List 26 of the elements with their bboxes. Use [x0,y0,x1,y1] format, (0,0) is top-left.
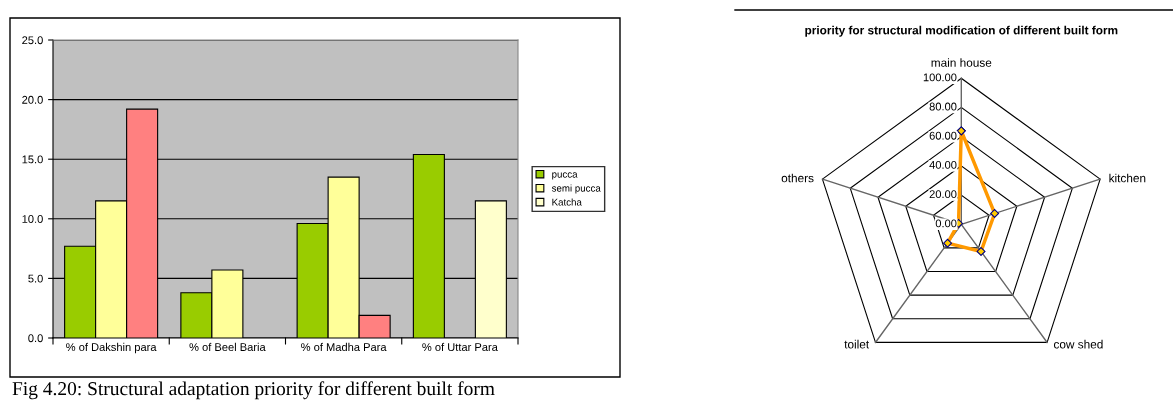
y-tick-label: 20.0 [22,95,43,104]
x-tick-label: % of Beel Baria [189,342,266,352]
y-tick-label: 15.0 [22,155,43,164]
spoke-label: cow shed [1053,339,1103,349]
spoke-label: others [781,173,814,183]
y-tick-label: 80.00 [929,102,957,111]
caption: Fig 4.20: Structural adaptation priority for different built form [12,381,495,400]
y-tick-label: 60.00 [929,131,957,140]
spoke-label: toilet [844,339,870,349]
x-tick-label: % of Madha Para [301,342,387,352]
legend-label: Katcha [552,198,582,206]
y-tick-label: 40.00 [929,161,957,169]
legend-label: pucca [552,172,578,180]
y-tick-label: 0.0 [28,334,43,343]
legend-label: semi pucca [551,184,601,194]
y-tick-label: 0.00 [935,219,957,228]
spoke-label: main house [931,58,992,67]
x-tick-label: % of Uttar Para [422,342,498,352]
y-tick-label: 100.00 [923,73,957,82]
y-tick-label: 10.0 [22,215,43,223]
chart-title: priority for structural modification of different built form [805,25,1118,37]
x-tick-label: % of Dakshin para [66,342,157,354]
y-tick-label: 25.0 [22,36,43,45]
y-tick-label: 5.0 [28,274,43,283]
spoke-label: kitchen [1109,173,1146,183]
y-tick-label: 20.00 [929,190,957,199]
